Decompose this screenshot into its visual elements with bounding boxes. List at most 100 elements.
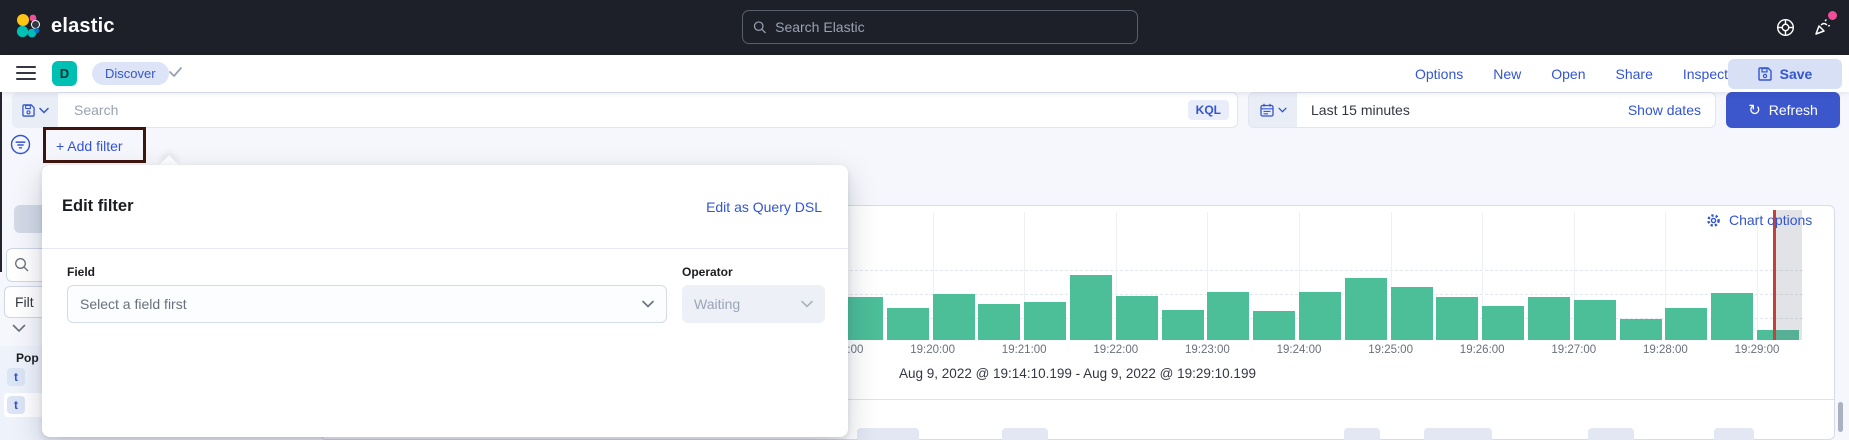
histogram-bar[interactable]	[978, 304, 1021, 340]
check-icon	[168, 66, 183, 78]
save-button-label: Save	[1779, 66, 1813, 82]
chevron-down-icon	[38, 107, 49, 114]
global-search-input[interactable]	[775, 19, 1127, 35]
gridline-vertical	[1665, 212, 1667, 340]
query-search-box[interactable]: KQL	[58, 92, 1238, 128]
x-axis-tick-label: 19:22:00	[1093, 344, 1139, 356]
histogram-bar[interactable]	[1024, 302, 1067, 340]
histogram-bar[interactable]	[1207, 292, 1250, 340]
add-filter-link[interactable]: + Add filter	[56, 138, 123, 154]
gridline-vertical	[1115, 212, 1117, 340]
x-axis-tick-label: 19:20:00	[910, 344, 955, 356]
histogram-bar[interactable]	[1344, 278, 1387, 340]
chart-options-button[interactable]: Chart options	[1706, 212, 1812, 228]
discover-app-badge[interactable]: D	[52, 61, 77, 86]
global-search-box[interactable]	[742, 10, 1138, 44]
share-link[interactable]: Share	[1615, 65, 1653, 82]
save-button[interactable]: Save	[1728, 59, 1842, 89]
x-axis-tick-label: 19:29:00	[1734, 344, 1780, 356]
gridline-vertical	[1207, 212, 1209, 340]
gridline-vertical	[1024, 212, 1026, 340]
histogram-bar[interactable]	[841, 297, 883, 340]
table-header-skeleton	[1714, 428, 1754, 440]
gridline-vertical	[1390, 212, 1392, 340]
histogram-bar[interactable]	[1711, 293, 1754, 340]
save-floppy-icon	[1757, 67, 1772, 81]
histogram-bar[interactable]	[1665, 308, 1708, 340]
histogram-bar[interactable]	[1573, 300, 1616, 340]
elastic-logo-icon	[16, 14, 40, 38]
table-header-skeleton	[1588, 428, 1634, 440]
edit-as-query-dsl-link[interactable]: Edit as Query DSL	[706, 198, 822, 215]
inspect-link[interactable]: Inspect	[1682, 65, 1728, 82]
histogram-bar[interactable]	[1528, 297, 1570, 340]
field-type-text-badge: t	[7, 368, 25, 386]
help-icon[interactable]	[1772, 14, 1798, 40]
menu-hamburger-icon[interactable]	[16, 66, 36, 80]
chevron-down-icon[interactable]	[12, 324, 26, 333]
histogram-bar[interactable]	[1070, 275, 1112, 340]
histogram-x-axis: 19:19:0019:20:0019:21:0019:22:0019:23:00…	[700, 344, 1803, 360]
chart-time-range-caption: Aug 9, 2022 @ 19:14:10.199 - Aug 9, 2022…	[899, 366, 1256, 381]
histogram-bar[interactable]	[932, 294, 975, 340]
histogram-bar[interactable]	[1253, 311, 1296, 340]
scrollbar-thumb[interactable]	[1838, 402, 1843, 432]
x-axis-tick-label: 19:26:00	[1459, 344, 1505, 356]
popover-header: Edit filter Edit as Query DSL	[42, 165, 848, 249]
calendar-icon	[1259, 103, 1274, 117]
histogram-bar[interactable]	[1115, 296, 1158, 340]
breadcrumb[interactable]: Discover	[92, 62, 169, 85]
search-icon	[15, 258, 29, 272]
edit-filter-popover: Edit filter Edit as Query DSL Field Oper…	[42, 165, 848, 437]
histogram-plot[interactable]	[700, 210, 1803, 340]
notification-dot	[1828, 11, 1837, 20]
operator-label: Operator	[682, 265, 733, 279]
histogram-bar[interactable]	[1757, 330, 1799, 340]
operator-select-placeholder: Waiting	[694, 296, 741, 312]
x-axis-tick-label: 19:25:00	[1368, 344, 1413, 356]
newsfeed-icon[interactable]	[1810, 11, 1837, 40]
query-search-input[interactable]	[74, 102, 1188, 118]
filter-in-circle-icon[interactable]	[10, 134, 31, 155]
histogram-bar[interactable]	[886, 308, 929, 340]
x-axis-tick-label: 19:21:00	[1001, 344, 1047, 356]
histogram-bar[interactable]	[1390, 287, 1433, 340]
saved-query-floppy-icon	[21, 103, 35, 117]
new-link[interactable]: New	[1493, 65, 1522, 82]
histogram-bar[interactable]	[1482, 306, 1525, 340]
current-time-marker	[1773, 210, 1776, 340]
date-picker-group: Last 15 minutes Show dates	[1248, 92, 1716, 128]
histogram-bar[interactable]	[1436, 297, 1479, 340]
global-header: elastic	[0, 0, 1849, 55]
popover-title: Edit filter	[62, 197, 134, 215]
field-label: Field	[67, 265, 96, 279]
table-header-skeleton	[1424, 428, 1492, 440]
x-axis-tick-label: 19:23:00	[1185, 344, 1230, 356]
time-range-value[interactable]: Last 15 minutes	[1311, 102, 1410, 118]
brand-name: elastic	[51, 15, 115, 37]
refresh-icon: ↻	[1748, 100, 1761, 119]
refresh-button-label: Refresh	[1768, 102, 1818, 118]
table-header-skeleton	[857, 428, 919, 440]
saved-query-menu-button[interactable]	[12, 92, 58, 128]
histogram-bar[interactable]	[1161, 310, 1204, 340]
show-dates-link[interactable]: Show dates	[1627, 102, 1701, 118]
date-quick-select-button[interactable]	[1249, 93, 1297, 127]
histogram-bar[interactable]	[1619, 319, 1662, 340]
table-header-skeleton	[1002, 428, 1048, 440]
app-nav-bar	[0, 55, 1849, 92]
gear-icon	[1707, 213, 1720, 227]
refresh-button[interactable]: ↻ Refresh	[1726, 92, 1840, 128]
query-language-badge[interactable]: KQL	[1187, 100, 1229, 120]
elastic-brand[interactable]: elastic	[14, 13, 115, 40]
histogram-bar[interactable]	[1299, 292, 1341, 340]
open-link[interactable]: Open	[1551, 65, 1586, 82]
gridline-vertical	[1573, 212, 1575, 340]
gridline-vertical	[1482, 212, 1484, 340]
field-select[interactable]: Select a field first	[67, 285, 667, 323]
chart-options-label: Chart options	[1729, 212, 1813, 228]
gridline-horizontal	[820, 270, 1803, 271]
gridline-vertical	[932, 212, 934, 340]
x-axis-tick-label: 19:27:00	[1551, 344, 1597, 356]
options-link[interactable]: Options	[1414, 65, 1464, 82]
